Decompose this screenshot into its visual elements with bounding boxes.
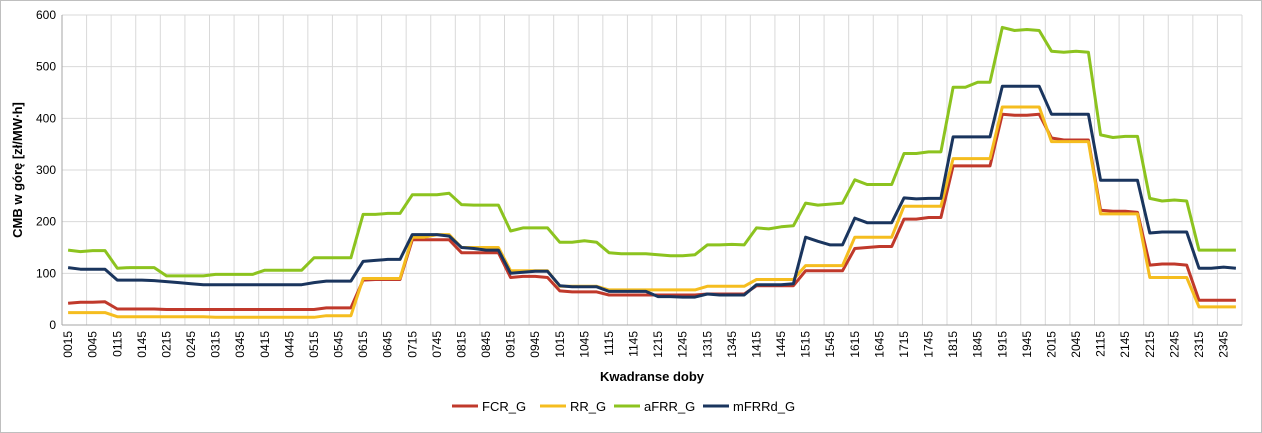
- x-tick-label: 1545: [823, 331, 837, 358]
- x-tick-label: 1915: [995, 331, 1009, 358]
- x-tick-label: 0015: [61, 331, 75, 358]
- legend-label-rr-g: RR_G: [570, 399, 606, 414]
- x-tick-label: 1815: [946, 331, 960, 358]
- series-line-rr-g: [68, 105, 1236, 319]
- x-tick-label: 2045: [1069, 331, 1083, 358]
- x-tick-label: 1515: [799, 331, 813, 358]
- x-tick-label: 1645: [872, 331, 886, 358]
- legend-label-fcr-g: FCR_G: [482, 399, 526, 414]
- series-line-mfrrd-g: [67, 84, 1237, 299]
- x-tick-label: 0645: [381, 331, 395, 358]
- legend-label-afrr-g: aFRR_G: [644, 399, 695, 414]
- x-tick-label: 0515: [307, 331, 321, 358]
- x-tick-label: 1415: [749, 331, 763, 358]
- x-tick-label: 0945: [528, 331, 542, 358]
- x-tick-label: 2245: [1167, 331, 1181, 358]
- x-tick-label: 2215: [1143, 331, 1157, 358]
- x-axis-title: Kwadranse doby: [600, 369, 705, 384]
- y-tick-label: 300: [36, 163, 56, 177]
- x-tick-label: 2315: [1192, 331, 1206, 358]
- x-tick-label: 0215: [159, 331, 173, 358]
- x-tick-label: 0615: [356, 331, 370, 358]
- x-tick-label: 1215: [651, 331, 665, 358]
- x-tick-label: 0445: [282, 331, 296, 358]
- x-tick-label: 1345: [725, 331, 739, 358]
- x-tick-label: 0315: [209, 331, 223, 358]
- y-tick-label: 600: [36, 8, 56, 22]
- x-tick-label: 1015: [553, 331, 567, 358]
- x-tick-label: 1315: [700, 331, 714, 358]
- x-tick-label: 2015: [1044, 331, 1058, 358]
- x-tick-label: 1145: [627, 331, 641, 357]
- x-axis-ticks: 0015 0045 0115 0145 0215 0245 0315 0345 0415 0445…: [61, 331, 1230, 358]
- x-tick-label: 1945: [1020, 331, 1034, 358]
- y-tick-label: 0: [49, 318, 56, 332]
- y-axis-ticks: 0 100 200 300 400 500 600: [36, 8, 56, 332]
- x-tick-label: 1445: [774, 331, 788, 358]
- x-tick-label: 1615: [848, 331, 862, 358]
- x-tick-label: 1845: [971, 331, 985, 358]
- grid-lines: [61, 14, 1243, 326]
- x-tick-label: 1245: [676, 331, 690, 358]
- x-tick-label: 0545: [332, 331, 346, 358]
- x-tick-label: 1045: [577, 331, 591, 358]
- x-tick-label: 0115: [110, 331, 124, 357]
- y-axis-title: CMB w górę [zł/MW∙h]: [10, 102, 25, 238]
- series-lines: [67, 25, 1237, 319]
- y-tick-label: 100: [36, 266, 56, 280]
- legend-label-mfrrd-g: mFRRd_G: [733, 399, 795, 414]
- legend: FCR_G RR_G aFRR_G mFRRd_G: [452, 399, 795, 414]
- series-line-afrr-g: [67, 25, 1236, 278]
- y-tick-label: 500: [36, 60, 56, 74]
- y-tick-label: 400: [36, 111, 56, 125]
- x-tick-label: 0915: [504, 331, 518, 358]
- y-tick-label: 200: [36, 215, 56, 229]
- x-tick-label: 2115: [1094, 331, 1108, 357]
- x-tick-label: 2145: [1118, 331, 1132, 358]
- x-tick-label: 2345: [1217, 331, 1231, 358]
- x-tick-label: 0745: [430, 331, 444, 358]
- x-tick-label: 0415: [258, 331, 272, 358]
- x-tick-label: 1715: [897, 331, 911, 358]
- x-tick-label: 1115: [602, 331, 616, 356]
- x-tick-label: 0815: [454, 331, 468, 358]
- x-tick-label: 0845: [479, 331, 493, 358]
- x-tick-label: 0715: [405, 331, 419, 358]
- x-tick-label: 0345: [233, 331, 247, 358]
- x-tick-label: 0245: [184, 331, 198, 358]
- x-tick-label: 0045: [86, 331, 100, 358]
- x-tick-label: 1745: [922, 331, 936, 358]
- x-tick-label: 0145: [135, 331, 149, 358]
